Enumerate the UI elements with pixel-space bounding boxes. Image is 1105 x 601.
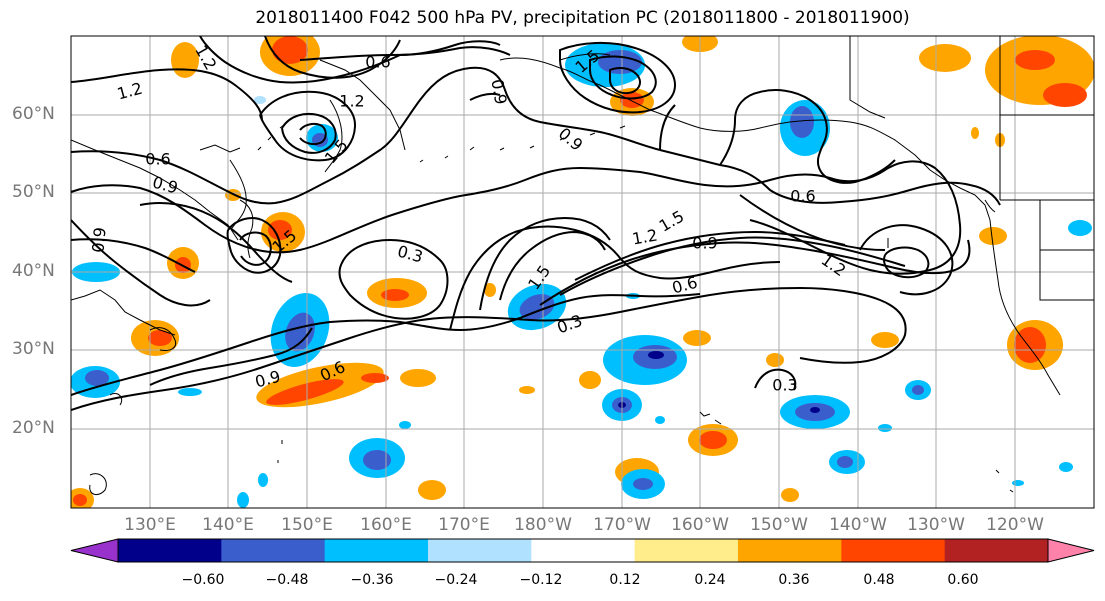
- lon-label-150w: 150°W: [750, 515, 808, 535]
- map-grid: [71, 36, 1094, 508]
- lat-label-20n: 20°N: [12, 418, 55, 438]
- lon-label-140w: 140°W: [829, 515, 887, 535]
- lon-label-130e: 130°E: [124, 515, 176, 535]
- lon-label-130w: 130°W: [907, 515, 965, 535]
- pv-contours: [71, 36, 1001, 411]
- colorbar-segment: [738, 539, 842, 562]
- colorbar-segment: [428, 539, 532, 562]
- contour-label: 1.2: [631, 225, 659, 248]
- contour-label: 0.3: [772, 376, 797, 395]
- lat-label-30n: 30°N: [12, 339, 55, 359]
- lon-label-170e: 170°E: [438, 515, 490, 535]
- lon-label-170w: 170°W: [593, 515, 651, 535]
- colorbar-label: 0.12: [609, 572, 641, 588]
- colorbar-frame: [117, 538, 1049, 563]
- map-frame: [70, 35, 1095, 509]
- colorbar-segment: [221, 539, 326, 562]
- colorbar-segment: [118, 539, 222, 562]
- colorbar-segment: [531, 539, 636, 562]
- contour-label: 0.9: [88, 226, 109, 253]
- colorbar-label: −0.36: [350, 572, 394, 588]
- colorbar-segment: [841, 539, 946, 562]
- contour-label: 0.6: [790, 187, 815, 206]
- colorbar-extend-low: [70, 538, 119, 563]
- contour-label: 0.6: [365, 53, 390, 72]
- colorbar-label: 0.48: [863, 572, 895, 588]
- colorbar-label: −0.48: [265, 572, 309, 588]
- contour-label: 0.9: [487, 78, 510, 106]
- colorbar-segment: [324, 539, 429, 562]
- colorbar-segment: [634, 539, 739, 562]
- lon-label-140e: 140°E: [202, 515, 254, 535]
- lon-label-120w: 120°W: [986, 515, 1044, 535]
- figure-title: 2018011400 F042 500 hPa PV, precipitatio…: [255, 8, 910, 28]
- colorbar-label: 0.60: [947, 572, 979, 588]
- lon-label-160e: 160°E: [360, 515, 412, 535]
- contour-label: 0.9: [692, 234, 717, 253]
- colorbar-label: 0.36: [778, 572, 810, 588]
- colorbar-extend-high: [1047, 538, 1095, 563]
- colorbar: [70, 538, 1095, 563]
- colorbar-label: −0.24: [434, 572, 478, 588]
- contour-label: 0.6: [145, 150, 170, 169]
- precipitation-shading: [71, 36, 1094, 508]
- colorbar-segment: [944, 539, 1049, 562]
- lat-label-50n: 50°N: [12, 182, 55, 202]
- colorbar-label: −0.60: [181, 572, 225, 588]
- contour-label: 1.2: [339, 92, 364, 111]
- lon-label-150e: 150°E: [281, 515, 333, 535]
- colorbar-label: −0.12: [519, 572, 563, 588]
- colorbar-label: 0.24: [694, 572, 726, 588]
- lat-label-60n: 60°N: [12, 104, 55, 124]
- lon-label-180w: 180°W: [514, 515, 572, 535]
- lon-label-160w: 160°W: [671, 515, 729, 535]
- lat-label-40n: 40°N: [12, 261, 55, 281]
- thin-contours: [559, 53, 996, 248]
